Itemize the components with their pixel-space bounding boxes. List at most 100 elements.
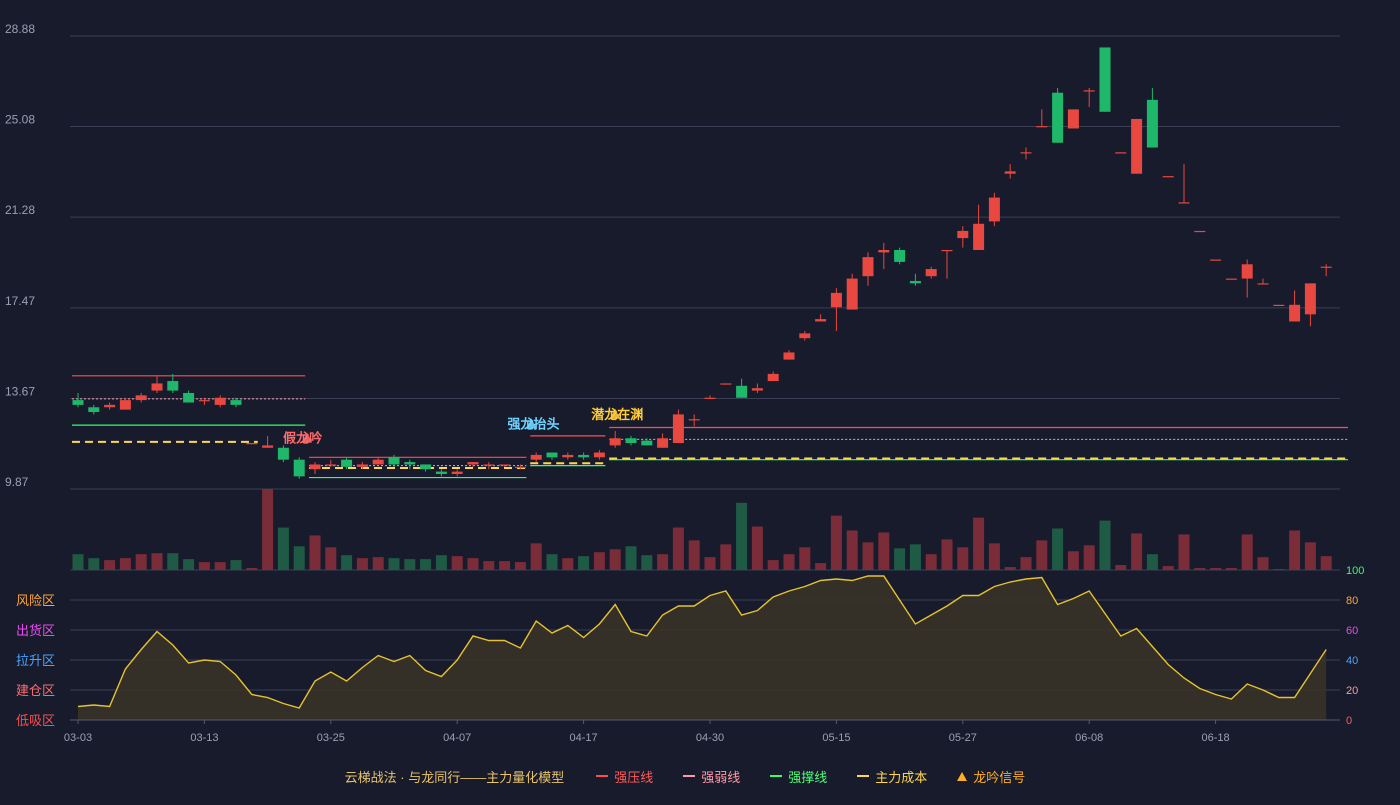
volume-bar — [119, 558, 131, 570]
candle-body — [451, 471, 463, 474]
candle-body — [1210, 259, 1222, 261]
volume-bar — [325, 547, 337, 570]
x-tick-label: 04-17 — [570, 732, 598, 744]
osc-tick-label: 60 — [1346, 625, 1358, 637]
candle-body — [309, 464, 321, 470]
candle-body — [404, 462, 416, 465]
signal-label: 潜龙在渊 — [591, 407, 643, 422]
volume-bar — [262, 489, 274, 570]
osc-tick-label: 0 — [1346, 715, 1352, 727]
volume-bar — [688, 540, 700, 570]
volume-bar — [88, 558, 100, 570]
candle-body — [167, 381, 179, 391]
candle-body — [246, 443, 258, 445]
candle-body — [119, 400, 131, 410]
zone-label: 低吸区 — [16, 713, 55, 728]
volume-bar — [593, 552, 605, 570]
candle-body — [973, 223, 985, 250]
x-tick-label: 03-03 — [64, 732, 92, 744]
volume-bar — [1004, 567, 1016, 570]
signal-triangle-icon — [610, 408, 621, 419]
candle-body — [751, 388, 763, 391]
volume-bar — [1131, 533, 1143, 570]
candle-body — [214, 397, 226, 405]
candle-body — [909, 280, 921, 284]
volume-bar — [1225, 568, 1237, 570]
candle-body — [704, 397, 716, 399]
volume-bar — [451, 556, 463, 570]
volume-bar — [1146, 554, 1158, 570]
legend-item-strong-support[interactable]: 强撑线 — [770, 767, 827, 786]
osc-tick-label: 100 — [1346, 565, 1364, 577]
candle-body — [104, 404, 116, 408]
candle-body — [578, 454, 590, 458]
volume-bar — [246, 568, 258, 570]
volume-bar — [736, 502, 748, 570]
legend-label-strong-support: 强撑线 — [788, 769, 828, 785]
candle-body — [878, 249, 890, 253]
candle-body — [830, 292, 842, 308]
candle-body — [1115, 152, 1127, 154]
candle-body — [1052, 92, 1064, 143]
candle-body — [262, 445, 274, 448]
osc-tick-label: 40 — [1346, 655, 1358, 667]
candle-body — [1099, 47, 1111, 112]
volume-bar — [135, 554, 147, 570]
candle-body — [1083, 90, 1095, 92]
volume-bar — [372, 557, 384, 570]
volume-bar — [309, 535, 321, 570]
candle-body — [783, 352, 795, 360]
candle-body — [356, 464, 368, 467]
candle-body — [88, 407, 100, 413]
candle-body — [341, 459, 353, 467]
volume-bar — [830, 515, 842, 570]
signal-triangle-icon — [526, 418, 537, 429]
candle-body — [1004, 171, 1016, 174]
candle-body — [499, 464, 511, 466]
legend-title: 云梯战法 · 与龙同行——主力量化模型 — [344, 769, 565, 785]
volume-bar — [514, 562, 526, 570]
volume-bar — [1304, 542, 1316, 570]
legend-item-main-cost[interactable]: 主力成本 — [857, 767, 927, 786]
x-tick-label: 04-07 — [443, 732, 471, 744]
candle-body — [1241, 264, 1253, 279]
candle-body — [1067, 109, 1079, 129]
volume-bar — [1036, 540, 1048, 570]
candle-body — [625, 438, 637, 444]
candle-body — [183, 392, 195, 403]
volume-bar — [704, 557, 716, 570]
volume-bar — [230, 560, 242, 570]
volume-bar — [1083, 545, 1095, 570]
candle-body — [941, 249, 953, 252]
zone-label: 拉升区 — [16, 653, 55, 668]
volume-bar — [1289, 530, 1301, 570]
candle-body — [799, 333, 811, 339]
volume-bar — [104, 560, 116, 570]
candle-body — [198, 400, 210, 402]
volume-bar — [672, 527, 684, 570]
volume-bar — [1194, 568, 1206, 570]
candle-body — [467, 462, 479, 465]
volume-bar — [846, 530, 858, 570]
x-tick-label: 05-27 — [949, 732, 977, 744]
volume-bar — [1320, 556, 1332, 570]
candle-body — [1131, 118, 1143, 174]
volume-bar — [530, 543, 542, 570]
zone-label: 建仓区 — [16, 683, 55, 698]
legend-item-signal[interactable]: 龙吟信号 — [957, 767, 1025, 786]
volume-bar — [657, 554, 669, 570]
candle-body — [420, 464, 432, 470]
candle-body — [514, 466, 526, 469]
volume-bar — [1052, 528, 1064, 570]
x-tick-label: 05-15 — [822, 732, 850, 744]
legend-item-strong-weak[interactable]: 强弱线 — [683, 767, 740, 786]
candle-body — [230, 400, 242, 405]
legend-item-strong-pressure[interactable]: 强压线 — [596, 767, 653, 786]
volume-bar — [546, 554, 558, 570]
volume-bar — [641, 555, 653, 570]
volume-bar — [198, 562, 210, 570]
candle-body — [1320, 266, 1332, 268]
osc-tick-label: 80 — [1346, 595, 1358, 607]
candle-body — [641, 440, 653, 446]
volume-bar — [815, 563, 827, 570]
